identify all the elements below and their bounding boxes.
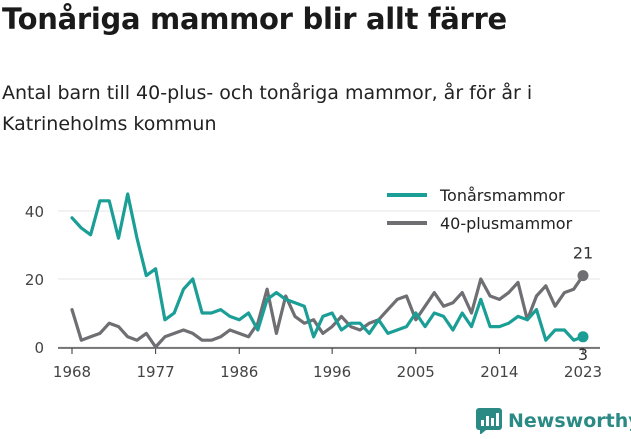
x-tick-label-4: 2005 — [397, 363, 435, 381]
x-axis: 1968 1977 1986 1996 2005 2014 2023 — [53, 347, 602, 381]
series-line-0 — [70, 192, 585, 342]
chart-title: Tonåriga mammor blir allt färre — [2, 2, 507, 36]
series-end-point-0 — [577, 331, 589, 343]
series-line-1 — [70, 274, 585, 349]
x-tick-label-3: 1996 — [313, 363, 351, 381]
x-tick-label-5: 2014 — [480, 363, 518, 381]
y-tick-label-0: 0 — [34, 339, 44, 357]
y-tick-label-2: 40 — [25, 203, 44, 221]
legend-label-1: 40-plusmammor — [440, 214, 573, 233]
line-chart: 1968 1977 1986 1996 2005 2014 2023 0 20 40 21 3 T… — [25, 186, 602, 381]
x-tick-label-1: 1977 — [137, 363, 175, 381]
x-tick-label-2: 1986 — [220, 363, 258, 381]
series-end-label-0: 3 — [578, 345, 588, 364]
series-end-label-1: 21 — [573, 244, 593, 263]
chart-subtitle: Antal barn till 40-plus- och tonåriga ma… — [2, 82, 533, 135]
x-tick-label-6: 2023 — [564, 363, 602, 381]
newsworthy-brand: Newsworthy — [476, 408, 631, 434]
y-axis-ticks: 0 20 40 — [25, 203, 44, 357]
legend-label-0: Tonårsmammor — [439, 186, 565, 205]
newsworthy-logo-icon — [476, 408, 502, 434]
series-end-point-1 — [577, 270, 589, 282]
x-tick-label-0: 1968 — [53, 363, 91, 381]
series-group: 21 3 — [70, 192, 593, 364]
y-tick-label-1: 20 — [25, 271, 44, 289]
grid-lines — [58, 210, 600, 348]
brand-name: Newsworthy — [508, 410, 631, 432]
legend: Tonårsmammor 40-plusmammor — [387, 186, 573, 233]
